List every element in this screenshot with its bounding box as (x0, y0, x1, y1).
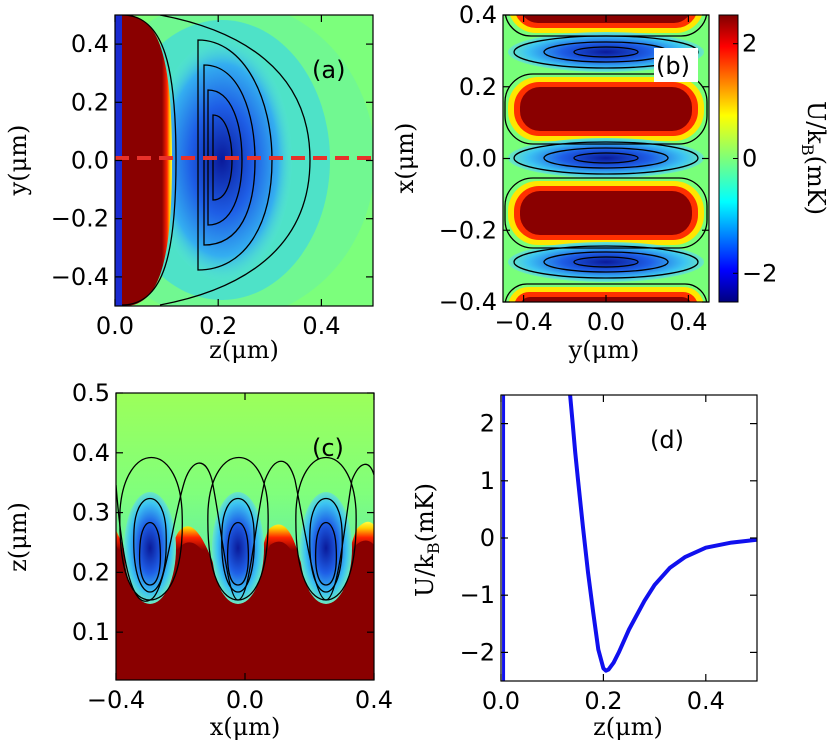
panel-d-ticks: 0.0 0.2 0.4 2 1 0 −1 −2 (460, 395, 757, 715)
colorbar-tick-label: 0 (742, 145, 757, 173)
panel-d-xtick-label: 0.0 (482, 687, 520, 715)
panel-b-bright-bands (508, 15, 704, 302)
panel-a-heatmap (115, 15, 373, 306)
panel-b-ytick-label: 0.2 (459, 73, 497, 101)
panel-b-xlabel: y(μm) (568, 336, 640, 364)
panel-c-heatmap (116, 393, 374, 680)
panel-d-ytick-label: 1 (480, 467, 495, 495)
panel-b-ylabel: x(μm) (391, 123, 419, 194)
panel-c-xlabel: x(μm) (210, 713, 281, 741)
panel-b-xtick-label: 0.4 (669, 308, 707, 336)
panel-d-ylabel: U/kB(mK) (411, 483, 443, 597)
panel-b-ytick-label: −0.2 (439, 216, 497, 244)
panel-c-ylabel: z(μm) (4, 502, 32, 572)
panel-b-xtick-label: 0.0 (587, 308, 625, 336)
panel-a-xtick-label: 0.2 (199, 312, 237, 340)
panel-d-label: (d) (650, 426, 684, 454)
panel-a-label: (a) (312, 56, 345, 84)
panel-d-curve (568, 395, 757, 673)
panel-c-ytick-label: 0.4 (72, 439, 110, 467)
panel-c-xtick-label: 0.0 (226, 686, 264, 714)
colorbar-label: U/kB(mK) (798, 101, 830, 215)
panel-a-ytick-label: 0.0 (71, 147, 109, 175)
panel-d-ytick-label: −2 (460, 638, 495, 666)
panel-a-ytick-label: −0.4 (51, 263, 109, 291)
panel-c-ytick-label: 0.3 (72, 499, 110, 527)
panel-c-ytick-label: 0.5 (72, 379, 110, 407)
panel-c-xtick-label: 0.4 (355, 686, 393, 714)
panel-a-ytick-label: 0.4 (71, 30, 109, 58)
panel-a-xtick-label: 0.0 (96, 312, 134, 340)
panel-a-xlabel: z(μm) (209, 336, 279, 364)
panel-b-contours (504, 15, 708, 302)
colorbar-ticks: 2 0 −2 (733, 30, 777, 287)
panel-c-ytick-label: 0.2 (72, 558, 110, 586)
panel-b-xtick-label: −0.4 (494, 308, 552, 336)
panel-b-label: (b) (656, 52, 690, 80)
panel-b-ytick-label: 0.0 (459, 145, 497, 173)
panel-b: (b) y(μm) x(μm) −0.4 0.0 0.40.40.20.0−0.2−… (391, 1, 830, 364)
colorbar-tick-label: −2 (742, 259, 777, 287)
panel-a-ylabel: y(μm) (4, 125, 32, 197)
panel-d-xtick-label: 0.4 (687, 687, 725, 715)
panel-a-xtick-label: 0.4 (302, 312, 340, 340)
panel-c-ticks: −0.4 0.0 0.4 0.5 0.4 0.3 0.2 0.1 (72, 379, 393, 714)
panel-a: (a) z(μm) y(μm) 0.0 0.2 0.4 0.4 0.2 0.0 −0.2 −0… (4, 14, 374, 364)
panel-b-ytick-label: −0.4 (439, 288, 497, 316)
panel-b-ticks: −0.4 0.0 0.4 0.4 0.2 0.0 −0.2 −0.4 (439, 1, 709, 336)
panel-c-xtick-label: −0.4 (87, 686, 145, 714)
panel-a-contours (121, 15, 311, 306)
panel-d: (d) z(μm) U/kB(mK) 0.0 0.2 0.4 2 1 0 −1 −2 (411, 394, 758, 741)
panel-d-xlabel: z(μm) (593, 713, 663, 741)
panel-b-label-box (654, 48, 698, 82)
colorbar-tick-label: 2 (742, 30, 757, 58)
panel-c-label: (c) (312, 434, 344, 462)
panel-b-ytick-label: 0.4 (459, 1, 497, 29)
panel-a-ytick-label: −0.2 (51, 205, 109, 233)
panel-d-xtick-label: 0.2 (584, 687, 622, 715)
panel-a-ytick-label: 0.2 (71, 88, 109, 116)
panel-d-ytick-label: 0 (480, 524, 495, 552)
panel-d-ytick-label: 2 (480, 410, 495, 438)
panel-c-contours (116, 456, 374, 602)
panel-c-ytick-label: 0.1 (72, 618, 110, 646)
panel-c: (c) x(μm) z(μm) −0.4 0.0 0.4 0.5 0.4 0.3 0.2 0.… (4, 379, 393, 741)
panel-a-ticks: 0.0 0.2 0.4 0.4 0.2 0.0 −0.2 −0.4 (51, 15, 373, 340)
panel-d-ytick-label: −1 (460, 581, 495, 609)
